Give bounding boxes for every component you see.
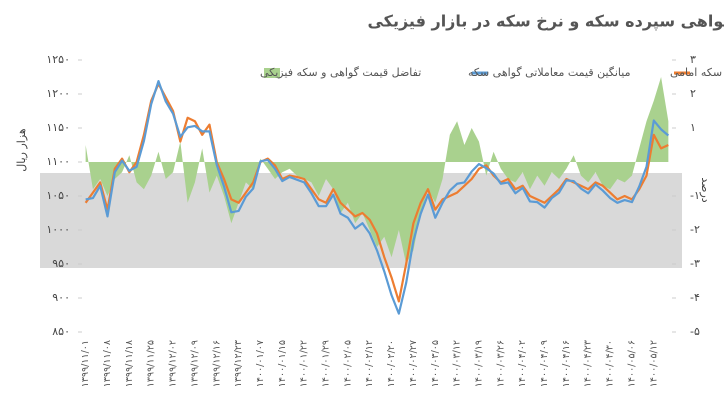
x-tick-label: ۱۴۰۰/۰۳/۲۶: [495, 340, 506, 387]
x-tick-label: ۱۳۹۹/۱۲/۱۶: [211, 340, 222, 387]
x-tick-label: ۱۴۰۰/۰۴/۰۲: [517, 340, 528, 387]
y2-axis-label: درصد: [699, 177, 712, 202]
legend-label: میانگین قیمت معاملاتی گواهی سکه: [468, 66, 631, 79]
legend-swatch: [674, 71, 690, 75]
chart-title: نوسان بهای گواهی سپرده سکه و نرخ سکه در …: [367, 12, 724, 32]
x-tick-label: ۱۴۰۰/۰۱/۲۹: [321, 340, 332, 387]
x-tick-label: ۱۴۰۰/۰۴/۲۳: [583, 340, 594, 387]
x-tick-label: ۱۳۹۹/۱۱/۰۱: [80, 340, 91, 387]
y-tick-label: ۸۵۰: [52, 325, 70, 338]
y2-tick-label: ۲: [690, 87, 696, 100]
price-line: [85, 79, 670, 315]
legend-label: یک صدم قیمت معاملاتی سکه امامی: [670, 66, 724, 79]
y-tick-label: ۱۲۰۰: [46, 87, 70, 100]
x-tick-label: ۱۴۰۰/۰۴/۳۰: [605, 340, 616, 387]
legend-swatch: [264, 68, 280, 78]
y-tick-label: ۱۰۰۰: [46, 223, 70, 236]
y2-tick-label: -۴: [690, 291, 700, 304]
x-tick-label: ۱۴۰۰/۰۱/۱۵: [277, 340, 288, 387]
x-tick-label: ۱۴۰۰/۰۳/۰۵: [430, 340, 441, 387]
x-tick-label: ۱۳۹۹/۱۲/۰۲: [168, 340, 179, 387]
x-tick-label: ۱۴۰۰/۰۴/۰۹: [539, 340, 550, 387]
x-tick-label: ۱۴۰۰/۰۵/۰۶: [626, 340, 637, 387]
y-tick-label: ۹۰۰: [52, 291, 70, 304]
difference-area: [85, 77, 669, 264]
y-tick-label: ۱۱۰۰: [46, 155, 70, 168]
x-tick-label: ۱۴۰۰/۰۳/۱۹: [473, 340, 484, 387]
x-tick-label: ۱۴۰۰/۰۱/۰۷: [255, 340, 266, 387]
x-tick-label: ۱۳۹۹/۱۲/۲۳: [233, 340, 244, 387]
x-tick-label: ۱۴۰۰/۰۵/۱۲: [648, 340, 659, 387]
legend-label: تفاضل قیمت گواهی و سکه فیزیکی: [260, 66, 421, 79]
y2-tick-label: -۵: [690, 325, 700, 338]
y2-tick-label: -۳: [690, 257, 700, 270]
x-tick-label: ۱۳۹۹/۱۱/۰۸: [102, 340, 113, 387]
x-tick-label: ۱۴۰۰/۰۲/۰۵: [342, 340, 353, 387]
y-axis-label: هزار ریال: [15, 128, 28, 172]
y-tick-label: ۱۲۵۰: [46, 53, 70, 66]
y2-tick-label: -۱: [690, 189, 700, 202]
x-tick-label: ۱۴۰۰/۰۲/۲۰: [386, 340, 397, 387]
y2-tick-label: ۳: [690, 53, 696, 66]
x-tick-label: ۱۳۹۹/۱۱/۱۸: [124, 340, 135, 387]
x-tick-label: ۱۴۰۰/۰۳/۱۲: [452, 340, 463, 387]
x-tick-label: ۱۴۰۰/۰۲/۱۲: [364, 340, 375, 387]
x-tick-label: ۱۳۹۹/۱۱/۲۵: [146, 340, 157, 387]
y2-tick-label: ۱: [690, 121, 696, 134]
y2-tick-label: -۲: [690, 223, 700, 236]
x-tick-label: ۱۴۰۰/۰۱/۲۲: [299, 340, 310, 387]
y-tick-label: ۱۱۵۰: [46, 121, 70, 134]
x-tick-label: ۱۴۰۰/۰۴/۱۶: [561, 340, 572, 387]
y-tick-label: ۹۵۰: [52, 257, 70, 270]
y-tick-label: ۱۰۵۰: [46, 189, 70, 202]
legend-swatch: [472, 71, 488, 75]
x-tick-label: ۱۳۹۹/۱۲/۰۹: [189, 340, 200, 387]
x-tick-label: ۱۴۰۰/۰۲/۲۷: [408, 340, 419, 387]
